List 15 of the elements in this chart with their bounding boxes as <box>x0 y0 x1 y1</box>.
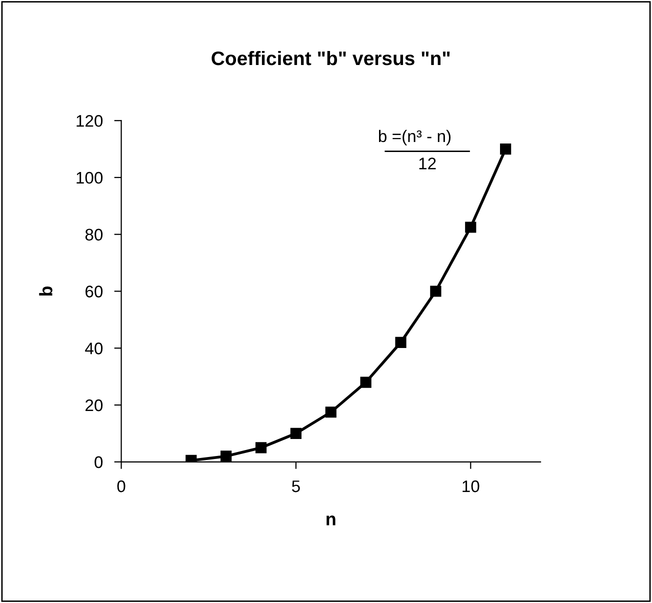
y-tick-label: 80 <box>85 228 103 241</box>
x-tick-label: 10 <box>462 480 480 492</box>
y-axis-title: b <box>39 286 52 296</box>
y-tick-label: 60 <box>86 286 103 298</box>
annotation: 12 <box>419 158 436 170</box>
y-tick-label: 20 <box>86 399 103 412</box>
y-tick-label: 100 <box>76 172 103 184</box>
x-axis-title: n <box>326 516 336 526</box>
x-tick-label: 0 <box>117 480 126 492</box>
x-tick-label: 5 <box>292 480 300 492</box>
y-tick-label: 120 <box>76 115 103 127</box>
chart-title: Coefficient "b" versus "n" <box>212 50 450 66</box>
annotation: b =(n³ - n) <box>379 130 451 146</box>
y-tick-label: 40 <box>85 342 103 354</box>
y-tick-label: 0 <box>94 456 103 468</box>
